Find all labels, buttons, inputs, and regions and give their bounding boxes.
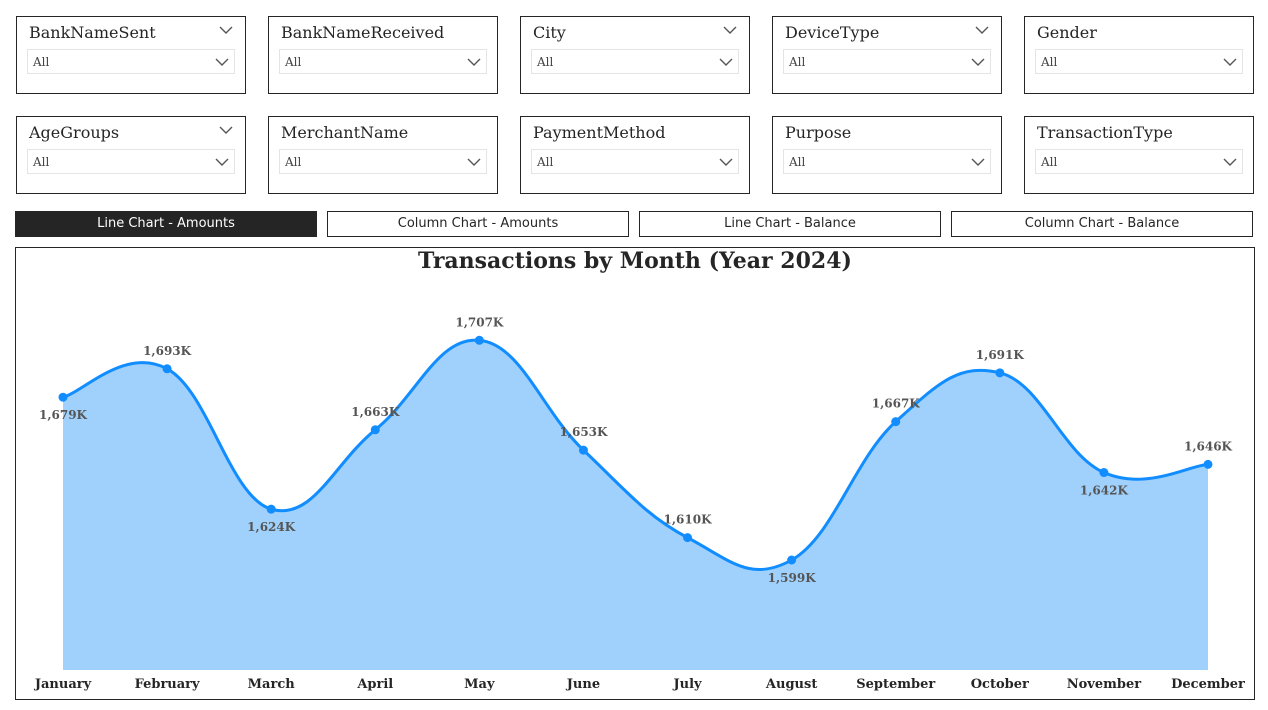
slicer-devicetype: DeviceType All bbox=[772, 16, 1002, 94]
slicer-dropdown[interactable]: All bbox=[531, 49, 739, 74]
slicer-title: MerchantName bbox=[281, 123, 409, 142]
slicer-gender: Gender All bbox=[1024, 16, 1254, 94]
slicer-selected-value: All bbox=[789, 155, 806, 169]
slicer-title: City bbox=[533, 23, 566, 42]
x-tick-label: September bbox=[856, 677, 935, 692]
x-tick-label: January bbox=[34, 677, 92, 692]
data-point[interactable] bbox=[474, 335, 484, 345]
tab-column-chart-balance[interactable]: Column Chart - Balance bbox=[951, 211, 1253, 237]
data-label: 1,663K bbox=[351, 405, 400, 419]
slicer-dropdown[interactable]: All bbox=[783, 149, 991, 174]
chevron-down-icon[interactable] bbox=[971, 57, 985, 67]
data-label: 1,642K bbox=[1080, 484, 1129, 498]
chart-container: Transactions by Month (Year 2024) 1,679K… bbox=[15, 247, 1255, 700]
slicer-dropdown[interactable]: All bbox=[1035, 49, 1243, 74]
slicer-selected-value: All bbox=[33, 55, 50, 69]
data-label: 1,610K bbox=[664, 513, 713, 527]
slicer-transactiontype: TransactionType All bbox=[1024, 116, 1254, 194]
slicer-dropdown[interactable]: All bbox=[27, 49, 235, 74]
collapse-chevron-icon[interactable] bbox=[975, 25, 989, 35]
slicer-selected-value: All bbox=[789, 55, 806, 69]
chevron-down-icon[interactable] bbox=[215, 57, 229, 67]
data-point[interactable] bbox=[370, 425, 380, 435]
data-point[interactable] bbox=[266, 504, 276, 514]
slicer-selected-value: All bbox=[537, 155, 554, 169]
slicer-city: City All bbox=[520, 16, 750, 94]
slicer-dropdown[interactable]: All bbox=[783, 49, 991, 74]
data-point[interactable] bbox=[1099, 468, 1109, 478]
chevron-down-icon[interactable] bbox=[971, 157, 985, 167]
data-point[interactable] bbox=[995, 368, 1005, 378]
chart-title: Transactions by Month (Year 2024) bbox=[418, 248, 852, 274]
data-label: 1,707K bbox=[455, 315, 504, 329]
data-point[interactable] bbox=[58, 392, 68, 402]
slicer-dropdown[interactable]: All bbox=[531, 149, 739, 174]
slicer-selected-value: All bbox=[285, 155, 302, 169]
x-tick-label: October bbox=[971, 677, 1029, 692]
data-point[interactable] bbox=[683, 533, 693, 543]
data-label: 1,624K bbox=[247, 520, 296, 534]
chevron-down-icon[interactable] bbox=[467, 157, 481, 167]
collapse-chevron-icon[interactable] bbox=[723, 25, 737, 35]
slicer-selected-value: All bbox=[1041, 155, 1058, 169]
slicer-dropdown[interactable]: All bbox=[279, 49, 487, 74]
chevron-down-icon[interactable] bbox=[1223, 157, 1237, 167]
area-chart: 1,679K January 1,693K February 1,624K March 1,… bbox=[34, 315, 1245, 692]
slicer-title: PaymentMethod bbox=[533, 123, 666, 142]
data-point[interactable] bbox=[578, 445, 588, 455]
x-tick-label: December bbox=[1171, 677, 1245, 692]
slicer-selected-value: All bbox=[537, 55, 554, 69]
slicer-title: BankNameReceived bbox=[281, 23, 445, 42]
slicer-merchantname: MerchantName All bbox=[268, 116, 498, 194]
tab-line-chart-balance[interactable]: Line Chart - Balance bbox=[639, 211, 941, 237]
x-tick-label: June bbox=[566, 677, 600, 692]
collapse-chevron-icon[interactable] bbox=[219, 125, 233, 135]
slicer-title: Purpose bbox=[785, 123, 852, 142]
data-label: 1,679K bbox=[39, 408, 88, 422]
data-label: 1,599K bbox=[768, 571, 817, 585]
x-tick-label: March bbox=[248, 677, 296, 692]
slicer-selected-value: All bbox=[285, 55, 302, 69]
data-label: 1,653K bbox=[559, 425, 608, 439]
slicer-title: BankNameSent bbox=[29, 23, 156, 42]
data-label: 1,691K bbox=[976, 348, 1025, 362]
data-point[interactable] bbox=[1203, 459, 1213, 469]
chevron-down-icon[interactable] bbox=[1223, 57, 1237, 67]
tab-column-chart-amounts[interactable]: Column Chart - Amounts bbox=[327, 211, 629, 237]
data-point[interactable] bbox=[787, 555, 797, 565]
x-tick-label: November bbox=[1067, 677, 1141, 692]
slicer-paymentmethod: PaymentMethod All bbox=[520, 116, 750, 194]
chevron-down-icon[interactable] bbox=[719, 157, 733, 167]
data-point[interactable] bbox=[162, 364, 172, 374]
data-label: 1,693K bbox=[143, 344, 192, 358]
slicer-title: Gender bbox=[1037, 23, 1097, 42]
slicer-title: DeviceType bbox=[785, 23, 880, 42]
x-tick-label: February bbox=[135, 677, 200, 692]
x-tick-label: May bbox=[464, 677, 495, 692]
slicer-banknamereceived: BankNameReceived All bbox=[268, 16, 498, 94]
slicer-banknamesent: BankNameSent All bbox=[16, 16, 246, 94]
slicer-dropdown[interactable]: All bbox=[27, 149, 235, 174]
area-fill bbox=[63, 340, 1208, 670]
slicer-dropdown[interactable]: All bbox=[279, 149, 487, 174]
slicer-title: TransactionType bbox=[1037, 123, 1173, 142]
slicer-dropdown[interactable]: All bbox=[1035, 149, 1243, 174]
x-tick-label: April bbox=[356, 677, 393, 692]
chevron-down-icon[interactable] bbox=[215, 157, 229, 167]
slicer-title: AgeGroups bbox=[29, 123, 120, 142]
slicer-agegroups: AgeGroups All bbox=[16, 116, 246, 194]
tab-line-chart-amounts[interactable]: Line Chart - Amounts bbox=[15, 211, 317, 237]
x-tick-label: August bbox=[765, 677, 817, 692]
slicer-selected-value: All bbox=[33, 155, 50, 169]
slicer-selected-value: All bbox=[1041, 55, 1058, 69]
chevron-down-icon[interactable] bbox=[719, 57, 733, 67]
collapse-chevron-icon[interactable] bbox=[219, 25, 233, 35]
x-tick-label: July bbox=[672, 677, 702, 692]
data-label: 1,646K bbox=[1184, 439, 1233, 453]
chevron-down-icon[interactable] bbox=[467, 57, 481, 67]
data-label: 1,667K bbox=[872, 397, 921, 411]
data-point[interactable] bbox=[891, 417, 901, 427]
slicer-purpose: Purpose All bbox=[772, 116, 1002, 194]
